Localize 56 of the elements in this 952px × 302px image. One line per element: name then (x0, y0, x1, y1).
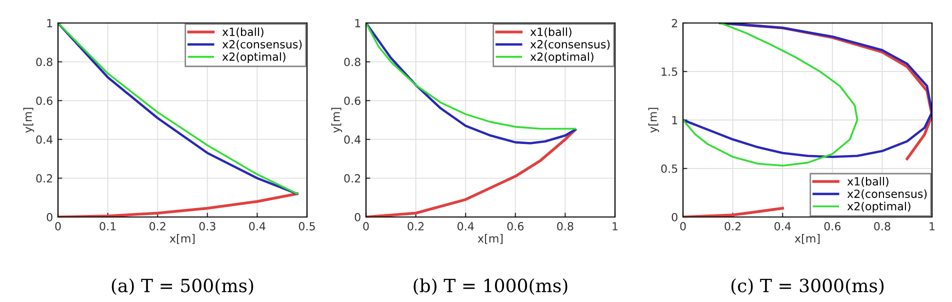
text: (b) T = 1000(ms) (414, 278, 568, 295)
y-tick-label: 1 (355, 19, 360, 28)
y-tick-label: 0.4 (36, 135, 53, 144)
x-tick-label: 0.2 (724, 222, 741, 230)
y-tick-label: 0.2 (344, 174, 360, 183)
y-tick-label: 1 (47, 19, 52, 28)
x-tick-label: 0.4 (249, 222, 266, 230)
x-axis-title: x[m] (478, 234, 503, 244)
y-tick-label: 0.6 (344, 96, 360, 105)
y-tick-label: 1.5 (662, 68, 678, 76)
y-tick-label: 0 (46, 212, 52, 222)
y-tick-label: 0.5 (661, 164, 678, 173)
x-tick-label: 1 (612, 222, 618, 230)
y-axis-title: y[m] (648, 108, 660, 133)
x-tick-label: 0.5 (298, 222, 315, 230)
y-tick-label: 0.6 (36, 96, 52, 105)
y-tick-label: 1 (672, 116, 678, 124)
line-series (683, 23, 858, 166)
legend-label: x1(ball) (222, 27, 264, 38)
x-tick-label: 0.6 (507, 222, 524, 230)
x-tick-label: 0.2 (150, 222, 166, 230)
x-tick-label: 0.3 (199, 222, 216, 230)
x-axis-title: x[m] (794, 234, 820, 244)
y-axis-title: y[m] (331, 108, 342, 133)
legend-label: x2(optimal) (530, 52, 594, 64)
legend-label: x2(optimal) (847, 202, 910, 213)
x-tick-label: 0.6 (824, 222, 841, 230)
legend-label: x2(consensus) (530, 40, 610, 50)
y-tick-label: 0 (672, 212, 678, 222)
y-axis-title: y[m] (23, 108, 34, 133)
y-tick-label: 0.4 (344, 135, 361, 144)
x-axis-title: x[m] (170, 234, 195, 244)
line-series (58, 192, 298, 217)
y-tick-label: 2 (672, 18, 678, 28)
x-tick-label: 0.8 (874, 222, 890, 230)
text: (c) T = 3000(ms) (731, 278, 884, 295)
x-tick-label: 0.8 (557, 222, 574, 230)
x-tick-label: 0.2 (408, 222, 424, 230)
y-tick-label: 0.8 (36, 58, 52, 66)
x-tick-label: 0.1 (100, 222, 116, 230)
legend-label: x1(ball) (530, 27, 572, 38)
x-tick-label: 0.4 (774, 222, 791, 230)
y-tick-label: 0.8 (344, 58, 360, 66)
x-tick-label: 0 (680, 222, 686, 230)
x-tick-label: 0 (363, 222, 369, 230)
legend-label: x2(optimal) (222, 52, 286, 64)
legend-label: x2(consensus) (222, 40, 302, 50)
x-tick-label: 0 (55, 222, 61, 230)
x-tick-label: 1 (930, 222, 935, 230)
y-tick-label: 0 (354, 212, 360, 222)
y-tick-label: 0.2 (36, 174, 52, 183)
text: (a) T = 500(ms) (112, 278, 254, 295)
x-tick-label: 0.4 (458, 222, 474, 230)
legend-label: x1(ball) (847, 176, 888, 187)
legend-label: x2(consensus) (847, 189, 927, 200)
line-series (366, 128, 577, 217)
